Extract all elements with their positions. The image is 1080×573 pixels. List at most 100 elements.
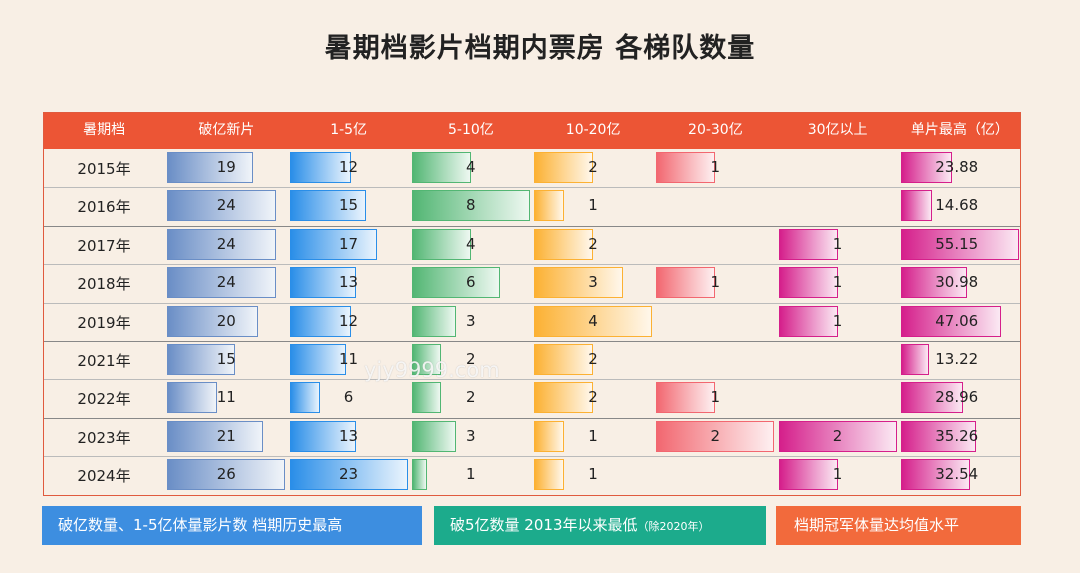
row-separator [43,264,1021,266]
value-r30_plus: 1 [832,465,843,484]
row-period-label: 2022年 [77,390,131,409]
value-r30_plus: 1 [832,311,843,330]
value-r20_30: 2 [710,426,721,445]
row-period-label: 2024年 [77,467,131,486]
bar-top_single [900,382,963,414]
header-r30_plus: 30亿以上 [807,122,868,138]
bar-over_100m [167,344,236,375]
value-r1_5: 13 [338,426,359,445]
row-period-label: 2018年 [77,275,131,294]
value-r10_20: 2 [588,158,598,176]
value-r10_20: 3 [588,273,598,292]
bar-over_100m [167,382,218,414]
chart-title: 暑期档影片档期内票房 各梯队数量 [324,33,756,64]
row-period-label: 2019年 [77,313,131,332]
value-r5_10: 3 [465,311,476,330]
value-top_single: 32.54 [935,465,979,484]
bar-top_single [900,420,977,452]
bar-r5_10 [411,420,456,452]
value-r30_plus: 2 [832,426,843,445]
footer-note-small: （除2020年） [637,520,710,533]
table-frame [43,112,1021,496]
bar-top_single [900,459,971,491]
header-r10_20: 10-20亿 [565,122,621,138]
value-r1_5: 13 [338,273,359,292]
bar-r1_5 [289,228,377,260]
bar-top_single [900,228,1019,260]
row-period-label: 2017年 [77,236,131,255]
value-r1_5: 17 [338,234,359,253]
bar-r20_30 [656,267,716,299]
value-over_100m: 20 [216,311,236,330]
value-r5_10: 2 [465,388,476,407]
row-separator [43,417,1021,419]
bar-top_single [900,190,933,222]
value-top_single: 47.06 [935,311,979,330]
value-r1_5: 23 [338,465,359,484]
header-r5_10: 5-10亿 [447,122,494,138]
value-over_100m: 24 [216,234,236,253]
value-r1_5: 6 [343,388,354,407]
bar-r10_20 [534,420,564,452]
bar-r10_20 [534,305,652,337]
bar-r30_plus [778,420,897,452]
value-over_100m: 11 [216,388,236,407]
bar-r1_5 [289,305,352,337]
value-over_100m: 26 [216,465,236,484]
bar-r1_5 [289,152,352,183]
value-r1_5: 11 [338,350,359,368]
bar-over_100m [167,459,286,491]
value-r5_10: 6 [465,273,476,292]
value-r1_5: 15 [338,196,359,215]
footer-note-text: 破亿数量、1-5亿体量影片数 档期历史最高 [58,516,343,534]
bar-r1_5 [289,459,408,491]
row-period-label: 2016年 [77,198,131,217]
value-r30_plus: 1 [832,234,843,253]
value-r20_30: 1 [710,158,721,176]
row-separator [43,456,1021,458]
bar-r5_10 [411,228,471,260]
value-over_100m: 24 [216,273,236,292]
row-period-label: 2015年 [77,160,131,178]
bar-r10_20 [534,382,593,414]
value-r20_30: 1 [710,273,721,292]
value-r1_5: 12 [338,311,359,330]
bar-over_100m [167,305,259,337]
value-r10_20: 1 [588,196,598,215]
bar-r10_20 [534,459,564,491]
value-r1_5: 12 [338,158,359,176]
value-over_100m: 15 [216,350,236,368]
footer-note-3: 档期冠军体量达均值水平 [776,506,1021,545]
value-r10_20: 1 [588,426,598,445]
bar-r10_20 [534,228,593,260]
bar-top_single [900,344,930,375]
value-top_single: 13.22 [935,350,979,368]
watermark: yjy9999.com [364,358,500,382]
bar-over_100m [167,152,254,183]
row-period-label: 2023年 [77,428,131,447]
table-header: 暑期档 破亿新片 1-5亿 5-10亿 10-20亿 20-30亿 30亿以上 单片最高（亿） [43,112,1021,149]
bar-r30_plus [778,305,838,337]
header-over_100m: 破亿新片 [198,122,255,138]
bar-r10_20 [534,344,593,375]
header-period: 暑期档 [83,122,126,138]
bar-over_100m [167,420,263,452]
bar-r1_5 [289,190,367,222]
bar-r5_10 [411,344,442,375]
bar-r5_10 [411,190,530,222]
bar-r10_20 [534,267,623,299]
row-separator [43,341,1021,342]
row-separator [43,187,1021,189]
value-over_100m: 24 [216,196,236,215]
value-r10_20: 1 [588,465,598,484]
header-r1_5: 1-5亿 [330,122,368,138]
bar-over_100m [167,267,277,299]
value-r5_10: 1 [465,465,476,484]
bar-r30_plus [778,228,838,260]
row-period-label: 2021年 [77,352,131,370]
bar-r1_5 [289,344,346,375]
value-r10_20: 2 [588,234,598,253]
value-r10_20: 2 [588,388,598,407]
bar-top_single [900,152,952,183]
value-r5_10: 8 [465,196,476,215]
